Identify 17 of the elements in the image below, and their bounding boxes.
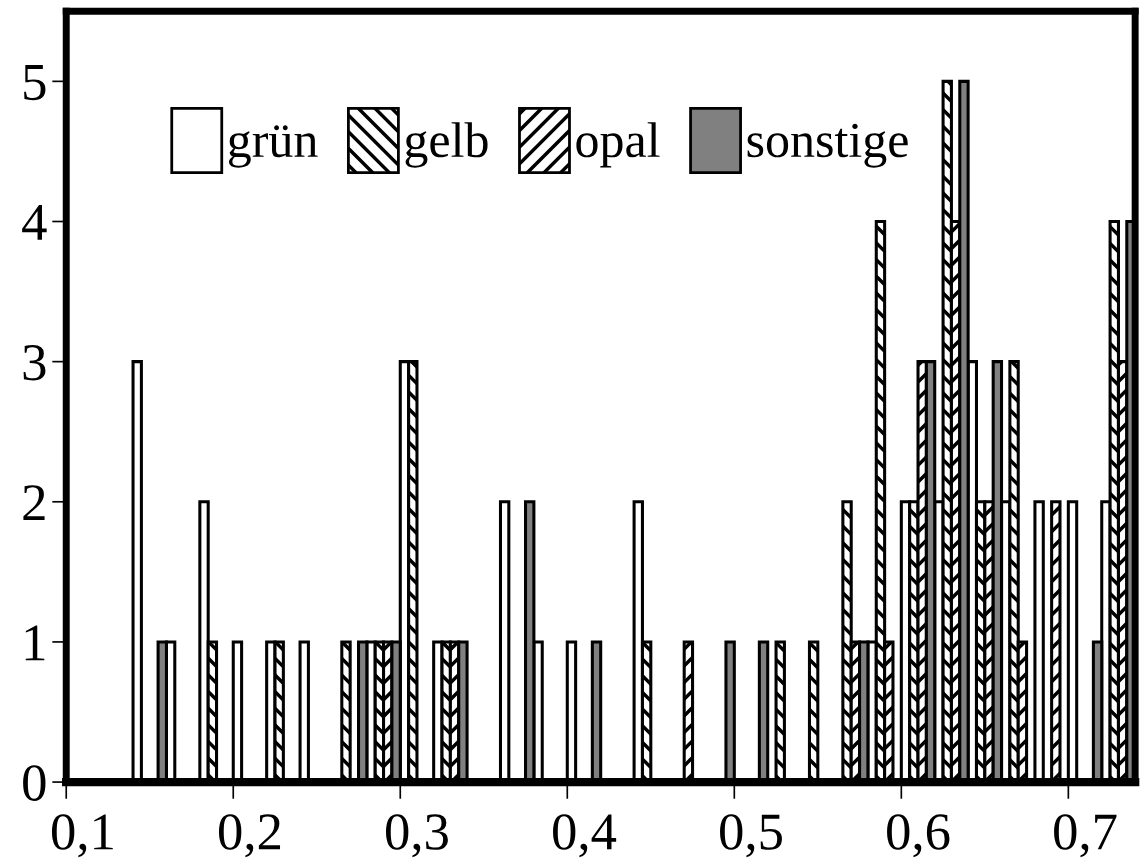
y-tick-label: 2 bbox=[23, 485, 45, 521]
x-tick-label: 0,2 bbox=[218, 814, 281, 858]
y-tick-label: 1 bbox=[25, 625, 45, 661]
legend-label: gelb bbox=[405, 122, 488, 168]
x-tick-label: 0,7 bbox=[1054, 814, 1117, 858]
legend-label: opal bbox=[576, 122, 660, 168]
y-tick-label: 0 bbox=[23, 765, 46, 801]
legend-label: grün bbox=[228, 125, 318, 168]
y-tick-label: 3 bbox=[23, 345, 46, 381]
y-tick-label: 4 bbox=[22, 205, 47, 240]
legend-label: sonstige bbox=[747, 123, 908, 168]
y-tick-label: 5 bbox=[24, 65, 46, 101]
x-tick-label: 0,6 bbox=[887, 814, 950, 858]
x-tick-label: 0,5 bbox=[720, 814, 782, 858]
x-tick-label: 0,1 bbox=[51, 814, 113, 858]
x-tick-label: 0,3 bbox=[386, 814, 448, 858]
x-tick-label: 0,4 bbox=[553, 814, 617, 858]
